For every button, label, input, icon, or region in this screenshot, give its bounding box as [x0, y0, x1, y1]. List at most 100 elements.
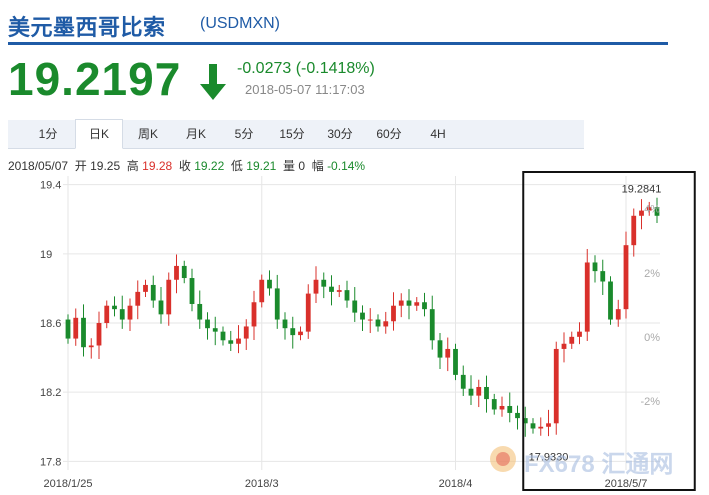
candle-body: [615, 309, 621, 320]
candle: [422, 292, 427, 317]
candle-body: [367, 319, 373, 321]
candle: [135, 280, 141, 320]
candle-body: [267, 279, 272, 289]
candle-body: [460, 374, 466, 389]
candle: [181, 260, 187, 284]
candle: [197, 290, 203, 329]
high-value: 19.28: [142, 159, 173, 173]
candle: [367, 308, 373, 334]
candle-body: [592, 262, 598, 272]
candle: [96, 311, 102, 359]
low-value: 19.21: [246, 159, 277, 173]
candle-body: [243, 326, 249, 339]
tab-daily[interactable]: 日K: [75, 119, 123, 149]
y-tick-label: 19.4: [40, 180, 61, 192]
candle: [654, 197, 660, 224]
candle-body: [398, 300, 404, 306]
tab-5min[interactable]: 5分: [234, 127, 254, 141]
y-tick-label: 18.2: [40, 387, 61, 399]
period-tabs: 1分 日K 周K 月K 5分 15分 30分 60分 4H: [8, 119, 584, 149]
candle: [499, 396, 505, 417]
high-label: 高: [126, 159, 139, 173]
candle: [484, 375, 489, 413]
candle: [522, 406, 528, 437]
candle-body: [608, 281, 613, 320]
candle: [406, 289, 412, 320]
candle-body: [453, 348, 458, 375]
candle: [259, 274, 265, 308]
candle-body: [600, 271, 606, 282]
watermark-logo-icon: [490, 446, 516, 472]
close-value: 19.22: [194, 159, 225, 173]
candle: [491, 393, 497, 415]
tab-15min[interactable]: 15分: [279, 127, 305, 141]
candle-body: [654, 207, 660, 216]
candle: [282, 312, 288, 340]
candle-body: [553, 348, 559, 424]
candle: [166, 272, 172, 326]
candle-body: [181, 265, 187, 279]
candle: [375, 314, 381, 332]
candle: [639, 199, 644, 230]
candle: [251, 290, 257, 340]
candle: [88, 338, 94, 359]
candle: [445, 337, 451, 372]
chart-grid: [63, 176, 660, 470]
candle: [352, 287, 358, 322]
candle: [298, 326, 303, 341]
last-price: 19.2197: [8, 53, 182, 105]
tab-monthly[interactable]: 月K: [185, 127, 206, 141]
candle: [143, 279, 148, 298]
tab-60min[interactable]: 60分: [376, 127, 402, 141]
candle-body: [212, 328, 218, 332]
candle-body: [391, 305, 396, 322]
tab-30min[interactable]: 30分: [327, 127, 353, 141]
x-tick-label: 2018/1/25: [44, 478, 93, 490]
candle-body: [491, 399, 497, 410]
candle-body: [584, 262, 590, 332]
candle-body: [73, 317, 79, 339]
candle-body: [507, 406, 513, 413]
candle: [460, 365, 466, 396]
tab-weekly[interactable]: 周K: [137, 127, 158, 141]
candle: [507, 392, 513, 423]
candle: [174, 254, 179, 294]
candle-body: [522, 418, 528, 424]
candle: [360, 305, 365, 331]
candle: [429, 295, 435, 350]
candle: [112, 296, 117, 317]
open-label: 开: [74, 159, 87, 173]
y-tick-label: 18.6: [40, 318, 61, 330]
candle: [290, 316, 296, 349]
candle: [437, 333, 443, 370]
candle-body: [344, 290, 350, 301]
tab-4h[interactable]: 4H: [430, 127, 446, 141]
tab-1min[interactable]: 1分: [38, 127, 58, 141]
candle: [305, 284, 311, 339]
watermark-text: FX678 汇通网: [524, 451, 674, 478]
down-arrow-icon: [200, 64, 226, 100]
candle: [600, 259, 606, 295]
candle: [398, 293, 404, 318]
candle: [592, 255, 598, 283]
quote-timestamp: 2018-05-07 11:17:03: [245, 82, 365, 97]
candle-body: [259, 279, 265, 303]
candle: [468, 375, 474, 405]
annotation-label: 19.2841: [622, 184, 662, 196]
candle-body: [577, 331, 582, 337]
x-tick-label: 2018/3: [245, 478, 279, 490]
pct-tick-label: 4%: [644, 204, 660, 216]
candle-body: [329, 286, 334, 292]
candle-body: [515, 412, 520, 419]
candle: [104, 300, 110, 329]
candle-body: [166, 279, 172, 315]
open-value: 19.25: [90, 159, 121, 173]
candle-body: [197, 303, 203, 320]
candle: [158, 287, 164, 324]
candle: [584, 248, 590, 341]
candle: [336, 284, 342, 298]
candle: [515, 405, 520, 430]
candle-body: [112, 305, 117, 310]
candle-body: [205, 319, 210, 329]
candle-body: [174, 265, 179, 280]
